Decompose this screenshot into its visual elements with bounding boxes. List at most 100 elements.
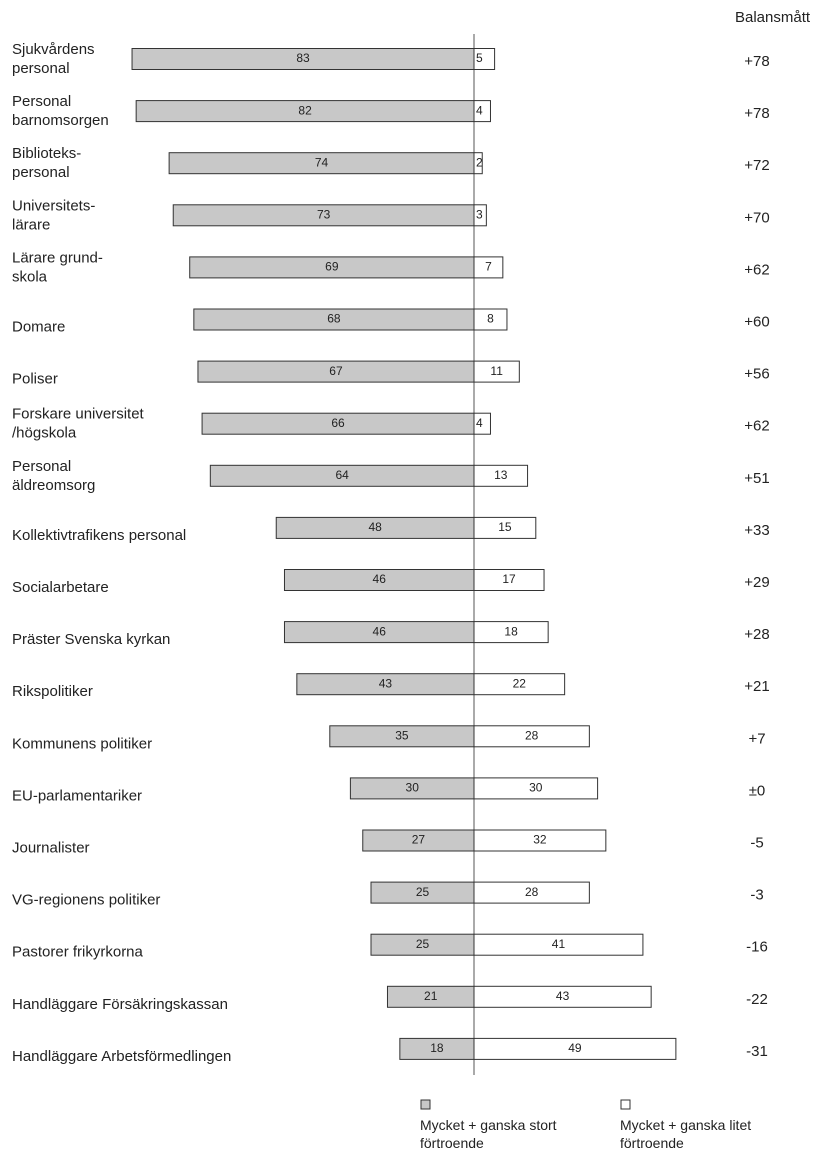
value-label: 2 (476, 155, 483, 169)
category-label: Socialarbetare (12, 579, 109, 596)
category-label: /högskola (12, 425, 77, 442)
category-label: lärare (12, 216, 50, 233)
value-label: 74 (315, 155, 329, 169)
legend-swatch (620, 1099, 631, 1110)
bar-right (473, 1037, 677, 1060)
category-label: Biblioteks- (12, 145, 81, 162)
value-label: 8 (487, 312, 494, 326)
value-label: 82 (298, 103, 312, 117)
balance-label: +70 (744, 209, 769, 226)
category-label: Kommunens politiker (12, 735, 152, 752)
value-label: 13 (494, 468, 508, 482)
value-label: 21 (424, 989, 438, 1003)
balance-label: -31 (746, 1043, 768, 1060)
bar-right (473, 152, 483, 175)
category-label: Sjukvårdens (12, 41, 95, 58)
category-label: Handläggare Försäkringskassan (12, 996, 228, 1013)
value-label: 73 (317, 207, 331, 221)
value-label: 30 (529, 781, 543, 795)
category-label: skola (12, 268, 48, 285)
category-label: barnomsorgen (12, 112, 109, 129)
category-label: Lärare grund- (12, 249, 103, 266)
bar-right (473, 256, 504, 279)
value-label: 66 (331, 416, 345, 430)
value-label: 83 (296, 51, 310, 65)
bar-right (473, 621, 549, 644)
balance-label: +78 (744, 105, 769, 122)
value-label: 3 (476, 207, 483, 221)
balance-label: +62 (744, 418, 769, 435)
legend-label: Mycket + ganska stort förtroende (420, 1117, 557, 1151)
balance-title: Balansmått (735, 9, 811, 26)
legend-label: Mycket + ganska litet förtroende (620, 1117, 752, 1151)
value-label: 67 (329, 364, 343, 378)
balance-label: +56 (744, 366, 769, 383)
balance-label: +51 (744, 470, 769, 487)
category-label: Domare (12, 318, 65, 335)
value-label: 5 (476, 51, 483, 65)
value-label: 43 (379, 676, 393, 690)
value-label: 64 (335, 468, 349, 482)
category-label: Forskare universitet (12, 406, 145, 423)
balance-label: -22 (746, 991, 768, 1008)
category-label: Kollektivtrafikens personal (12, 527, 186, 544)
category-label: personal (12, 164, 70, 181)
value-label: 4 (476, 416, 483, 430)
bar-right (473, 725, 590, 748)
category-label: äldreomsorg (12, 477, 95, 494)
balance-label: +33 (744, 522, 769, 539)
bar-right (473, 412, 491, 435)
bar-right (473, 881, 590, 904)
value-label: 35 (395, 728, 409, 742)
balance-label: +62 (744, 261, 769, 278)
bar-right (473, 48, 496, 70)
category-label: Journalister (12, 839, 90, 856)
value-label: 43 (556, 989, 570, 1003)
value-label: 25 (416, 885, 430, 899)
category-label: Präster Svenska kyrkan (12, 631, 170, 648)
value-label: 48 (368, 520, 382, 534)
value-label: 49 (568, 1041, 582, 1055)
value-label: 4 (476, 103, 483, 117)
bar-right (473, 204, 487, 227)
value-label: 22 (513, 676, 527, 690)
balance-label: -5 (750, 834, 763, 851)
bar-right (473, 933, 644, 956)
value-label: 68 (327, 312, 341, 326)
bar-right (473, 516, 537, 539)
value-label: 18 (430, 1041, 444, 1055)
balance-label: ±0 (749, 782, 766, 799)
bar-right (473, 360, 520, 383)
category-label: Poliser (12, 371, 58, 388)
value-label: 27 (412, 833, 426, 847)
balance-label: +72 (744, 157, 769, 174)
balance-label: +28 (744, 626, 769, 643)
category-label: VG-regionens politiker (12, 892, 160, 909)
balance-label: -16 (746, 939, 768, 956)
category-label: Rikspolitiker (12, 683, 93, 700)
value-label: 28 (525, 885, 539, 899)
category-label: Personal (12, 458, 71, 475)
category-label: Personal (12, 93, 71, 110)
bar-right (473, 308, 508, 331)
category-label: Handläggare Arbetsförmedlingen (12, 1048, 231, 1065)
bar-right (473, 829, 607, 852)
balance-label: -3 (750, 887, 763, 904)
bar-right (473, 464, 529, 487)
legend-swatch (420, 1099, 431, 1110)
balance-label: +60 (744, 313, 769, 330)
balance-label: +7 (748, 730, 765, 747)
value-label: 30 (406, 781, 420, 795)
value-label: 46 (373, 572, 387, 586)
bar-right (473, 985, 652, 1008)
category-label: Universitets- (12, 197, 95, 214)
bar-right (473, 100, 491, 123)
value-label: 28 (525, 728, 539, 742)
value-label: 11 (490, 364, 503, 378)
category-label: EU-parlamentariker (12, 787, 142, 804)
balance-label: +21 (744, 678, 769, 695)
value-label: 41 (552, 937, 566, 951)
value-label: 18 (504, 624, 518, 638)
